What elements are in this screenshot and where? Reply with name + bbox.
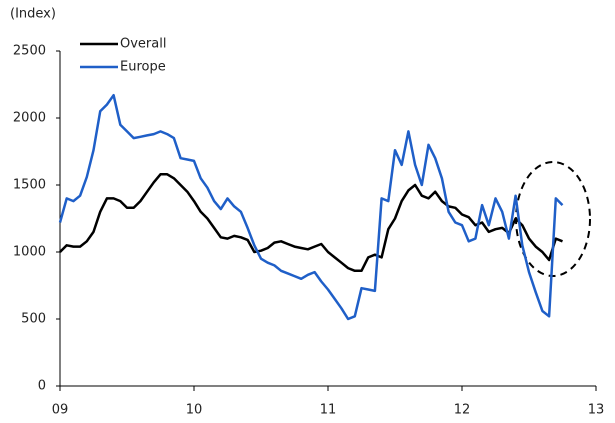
series-line (58, 93, 564, 321)
x-tick-label: 10 (186, 403, 203, 418)
y-tick-label: 2000 (13, 111, 46, 126)
y-axis-label: (Index) (10, 7, 56, 22)
y-tick-label: 2500 (13, 44, 46, 59)
x-tick-label: 11 (320, 403, 337, 418)
x-tick-label: 09 (52, 403, 69, 418)
x-tick-label: 12 (454, 403, 471, 418)
x-tick-label: 13 (588, 403, 605, 418)
y-tick-label: 500 (21, 312, 46, 327)
y-tick-label: 1500 (13, 178, 46, 193)
legend-label: Europe (120, 60, 166, 75)
legend-label: Overall (120, 37, 166, 52)
y-tick-label: 0 (38, 379, 46, 394)
y-tick-label: 1000 (13, 245, 46, 260)
